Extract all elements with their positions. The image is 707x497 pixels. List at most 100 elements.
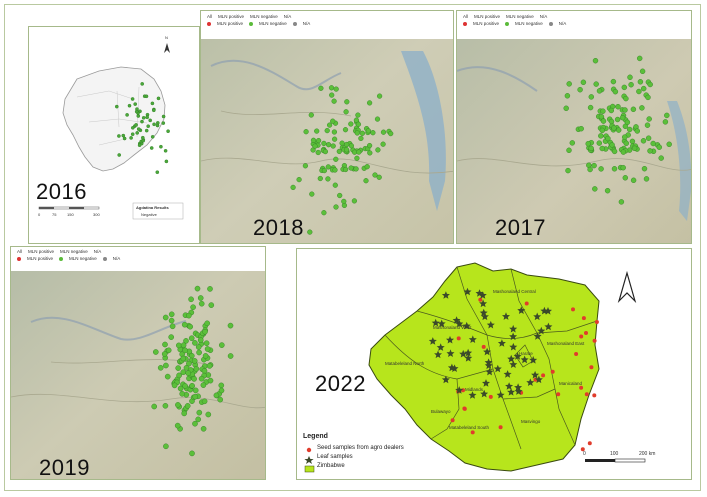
- scale-label-100: 100: [610, 451, 619, 457]
- sample-point: [376, 174, 382, 180]
- sample-point: [218, 342, 225, 348]
- legend-mln-pos-2017[interactable]: MLN positive: [474, 14, 501, 19]
- legend-mln-neg-2017[interactable]: MLN negative: [506, 14, 534, 19]
- sample-point: [328, 85, 335, 91]
- leaf-sample-star: [534, 375, 543, 384]
- sample-point: [308, 112, 314, 118]
- sample-point: [321, 168, 328, 174]
- legend-na-2018[interactable]: N/A: [283, 14, 292, 19]
- legend-title-2022: Legend: [303, 433, 328, 440]
- legend-mln-neg-2019[interactable]: MLN negative: [60, 249, 88, 254]
- legend-na-2019[interactable]: N/A: [93, 249, 102, 254]
- year-label-2018: 2018: [253, 215, 304, 240]
- legend-all-2017[interactable]: All: [463, 14, 469, 19]
- legend-mln-neg-2018[interactable]: MLN negative: [250, 14, 278, 19]
- sample-point: [592, 58, 599, 64]
- sample-point: [155, 123, 160, 128]
- sample-point: [197, 337, 204, 343]
- sample-point: [596, 140, 603, 146]
- sample-point: [168, 311, 175, 318]
- sample-point: [121, 133, 126, 138]
- leaf-sample-star: [509, 342, 518, 351]
- sample-point: [332, 167, 338, 173]
- seed-sample-dot: [462, 406, 467, 411]
- sample-point: [302, 163, 309, 169]
- sample-point: [141, 135, 145, 140]
- legend-na-2017[interactable]: N/A: [539, 14, 548, 19]
- sample-point: [585, 140, 591, 147]
- sample-point: [207, 286, 213, 292]
- leaf-sample-star: [441, 291, 450, 299]
- leaf-sample-star: [485, 367, 494, 376]
- gray-dot-icon: [548, 21, 553, 26]
- sample-point: [192, 393, 198, 400]
- sample-point: [195, 416, 201, 423]
- sample-point: [333, 156, 339, 162]
- sample-point: [162, 402, 169, 409]
- seed-sample-dot: [587, 441, 592, 446]
- red-dot-icon: [17, 256, 21, 261]
- legend-row2-2018: MLN positive MLN negative N/A: [207, 21, 310, 26]
- sample-point: [191, 376, 197, 382]
- sample-point: [196, 349, 202, 356]
- legend-row2-2019: MLN positive MLN negative N/A: [17, 256, 120, 261]
- sample-point: [206, 363, 213, 369]
- sample-point: [598, 166, 604, 172]
- gray-dot-icon: [102, 256, 107, 261]
- sample-point: [200, 382, 207, 388]
- sample-point: [331, 129, 338, 135]
- sample-point: [303, 129, 309, 135]
- leaf-sample-star: [533, 332, 542, 340]
- sample-point: [192, 387, 199, 394]
- sample-point: [175, 402, 181, 408]
- leaf-sample-star: [478, 291, 487, 299]
- sample-point: [639, 105, 645, 111]
- sample-point: [182, 347, 188, 354]
- leaf-sample-star: [484, 361, 493, 370]
- legend-mln-pos-2018[interactable]: MLN positive: [218, 14, 245, 19]
- sample-point: [290, 184, 296, 191]
- sample-point: [141, 138, 145, 143]
- sample-point: [137, 143, 142, 147]
- leaf-sample-star: [505, 382, 514, 390]
- sample-point: [181, 321, 188, 328]
- leaf-sample-star: [464, 348, 473, 357]
- green-dot-icon: [249, 21, 254, 26]
- sample-point: [619, 114, 626, 121]
- sample-point: [204, 320, 210, 327]
- sample-point: [166, 129, 170, 133]
- sample-point: [629, 138, 636, 145]
- sample-point: [185, 312, 192, 319]
- sample-point: [643, 176, 650, 182]
- sample-point: [175, 342, 182, 349]
- sample-point: [133, 102, 137, 106]
- legend-all-2019[interactable]: All: [17, 249, 23, 254]
- sample-point: [344, 99, 350, 105]
- sample-point: [130, 97, 135, 101]
- sample-point: [339, 140, 345, 146]
- legend-all-2018[interactable]: All: [207, 14, 213, 19]
- sample-point: [318, 85, 324, 91]
- year-label-2017: 2017: [495, 215, 546, 240]
- leaf-sample-star: [455, 386, 464, 394]
- seed-sample-dot: [579, 385, 584, 390]
- sample-point: [599, 145, 605, 152]
- sample-point: [317, 175, 323, 182]
- sample-point: [164, 159, 169, 164]
- sample-point: [615, 127, 622, 133]
- sample-point: [202, 328, 208, 335]
- province-mash-central: Mashonaland Central: [493, 289, 536, 294]
- sample-point: [645, 94, 651, 101]
- sample-point: [321, 140, 327, 147]
- seed-sample-dot: [524, 301, 529, 306]
- sample-point: [359, 130, 366, 136]
- sample-point: [628, 81, 634, 88]
- province-mash-west: Mashonaland West: [433, 325, 472, 330]
- legend-mln-pos-2019[interactable]: MLN positive: [28, 249, 55, 254]
- sample-point: [127, 103, 132, 108]
- red-dot-icon: [463, 21, 467, 26]
- sample-point: [129, 136, 133, 140]
- legend-item-2016: Negative: [141, 212, 157, 217]
- sample-point: [146, 124, 150, 128]
- sample-point: [664, 112, 670, 119]
